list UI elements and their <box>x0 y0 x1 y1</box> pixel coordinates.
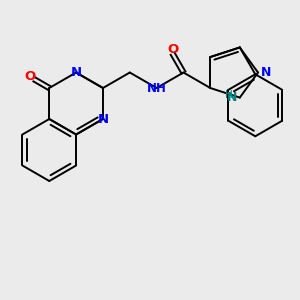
Text: N: N <box>70 66 82 79</box>
Text: O: O <box>24 70 35 83</box>
Text: O: O <box>167 43 178 56</box>
Text: H: H <box>225 90 233 100</box>
Text: N: N <box>260 66 271 79</box>
Text: N: N <box>98 112 109 125</box>
Text: NH: NH <box>147 82 166 94</box>
Text: N: N <box>227 91 237 104</box>
